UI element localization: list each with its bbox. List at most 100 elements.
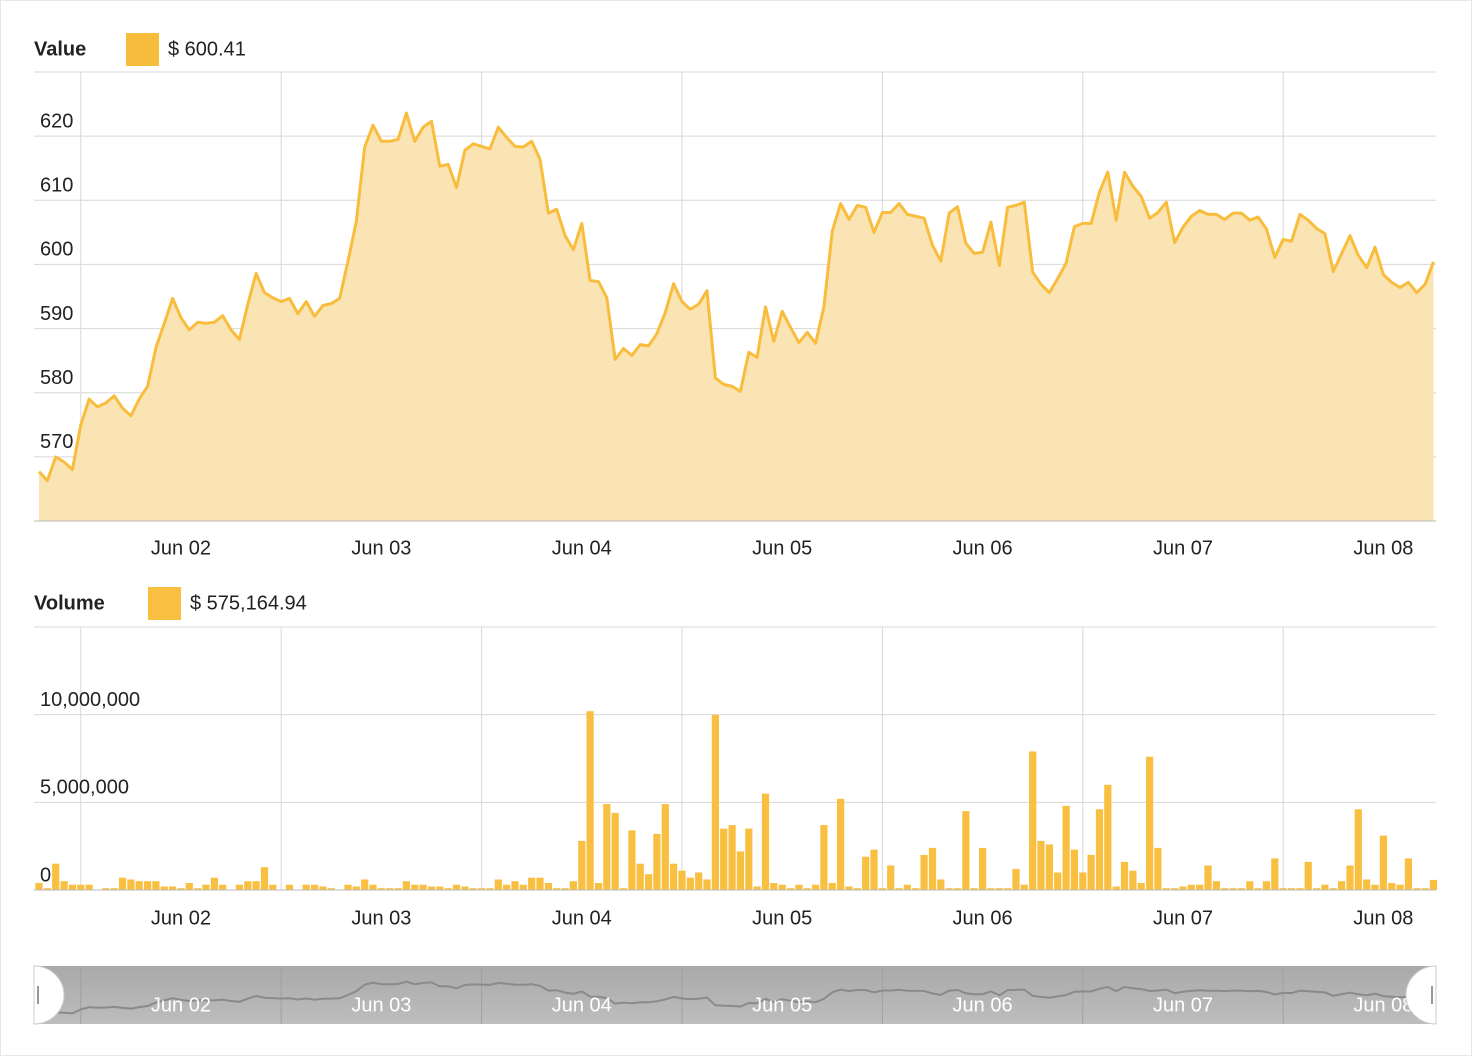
bar	[920, 854, 928, 890]
x-tick-label: Jun 04	[552, 907, 612, 929]
navigator-label: Jun 03	[351, 994, 411, 1016]
bar	[252, 881, 260, 890]
bar	[1329, 888, 1337, 890]
bar	[1029, 751, 1037, 890]
current-value: $ 600.41	[168, 38, 246, 60]
bar	[352, 886, 360, 890]
bar	[1095, 809, 1104, 890]
bar	[77, 884, 85, 890]
y-tick-label: 5,000,000	[40, 777, 129, 799]
bar	[1313, 888, 1321, 890]
bar	[603, 804, 611, 890]
navigator[interactable]	[34, 966, 1436, 1024]
bar	[903, 884, 911, 890]
bar	[244, 881, 252, 890]
bar	[553, 888, 561, 890]
y-tick-label: 600	[40, 239, 73, 261]
bar	[962, 811, 970, 890]
bar	[636, 863, 644, 890]
x-tick-label: Jun 05	[752, 907, 812, 929]
legend-label: Value	[34, 38, 86, 60]
x-tick-label: Jun 02	[151, 907, 211, 929]
navigator-handle-right[interactable]	[1405, 965, 1437, 1025]
bar	[135, 881, 143, 890]
bar	[878, 888, 886, 890]
bar	[1363, 879, 1371, 890]
bar	[511, 881, 519, 890]
bar	[1196, 884, 1204, 890]
bar	[1221, 888, 1229, 890]
bar	[736, 851, 744, 890]
bar	[1413, 888, 1421, 890]
bar	[578, 840, 586, 890]
bar	[419, 884, 427, 890]
bar	[1388, 883, 1396, 890]
bar	[887, 865, 895, 890]
bar	[1146, 756, 1154, 890]
bar	[202, 884, 210, 890]
y-tick-label: 620	[40, 110, 73, 132]
navigator-label: Jun 07	[1153, 994, 1213, 1016]
bar	[711, 714, 719, 890]
bar	[837, 798, 845, 890]
navigator-handle-left[interactable]	[33, 965, 65, 1025]
bar	[486, 888, 494, 890]
bar	[1296, 888, 1304, 890]
bar	[1012, 869, 1020, 890]
x-tick-label: Jun 05	[752, 537, 812, 559]
bar	[1279, 888, 1287, 890]
bar	[152, 881, 160, 890]
bar	[285, 884, 294, 890]
bar	[311, 884, 319, 890]
bar	[1087, 854, 1095, 890]
bar	[1054, 872, 1062, 890]
bar	[1204, 865, 1212, 890]
bar	[812, 884, 820, 890]
bar	[586, 711, 594, 890]
navigator-label: Jun 04	[552, 994, 612, 1016]
bar	[628, 830, 636, 890]
bar	[1079, 872, 1087, 890]
navigator-label: Jun 05	[752, 994, 812, 1016]
bar	[402, 881, 410, 890]
line	[37, 111, 1435, 483]
y-tick-label: 0	[40, 864, 51, 886]
x-tick-label: Jun 08	[1353, 537, 1413, 559]
bar	[862, 856, 870, 890]
bar	[1212, 881, 1220, 890]
bar	[1246, 881, 1254, 890]
bar	[945, 888, 953, 890]
bar	[1421, 888, 1429, 890]
legend-label: Volume	[34, 592, 105, 614]
bar	[761, 793, 770, 890]
bar	[1020, 884, 1028, 890]
bar	[1271, 858, 1279, 890]
bar	[1179, 886, 1187, 890]
bar	[1045, 844, 1053, 890]
bar	[1070, 849, 1078, 890]
bar	[928, 847, 937, 890]
navigator-line	[38, 980, 1434, 1016]
bar	[795, 884, 803, 890]
bar	[469, 888, 477, 890]
bar	[68, 884, 76, 890]
bar	[1379, 835, 1387, 890]
bar	[478, 888, 486, 890]
bar	[461, 886, 469, 890]
y-tick-label: 590	[40, 303, 73, 325]
bar	[169, 886, 177, 890]
bar	[452, 884, 461, 890]
bar	[85, 884, 93, 890]
bar	[194, 888, 202, 890]
bar	[160, 886, 168, 890]
bar	[686, 877, 694, 890]
bar	[937, 879, 945, 890]
bar	[394, 888, 402, 890]
bar	[1262, 881, 1271, 890]
x-tick-label: Jun 07	[1153, 537, 1213, 559]
bar	[653, 833, 661, 890]
bar	[319, 886, 327, 890]
bar	[845, 886, 853, 890]
bar	[427, 886, 436, 890]
